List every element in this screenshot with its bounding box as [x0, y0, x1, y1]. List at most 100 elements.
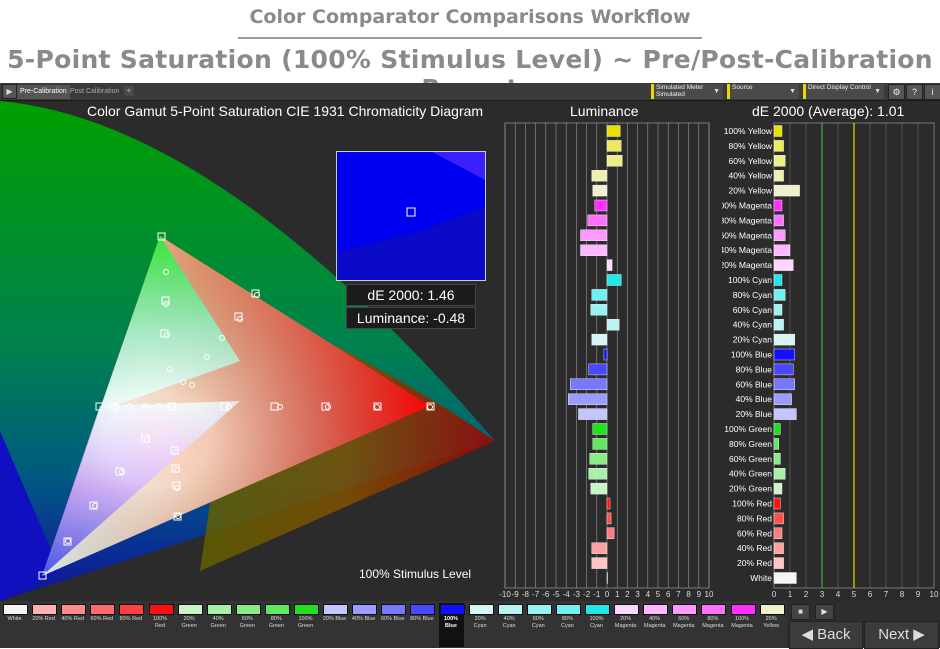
zoom-inset	[336, 151, 486, 281]
luminance-bar-20pct-magenta	[606, 259, 613, 271]
luminance-tick-label: -2	[583, 590, 591, 599]
de-category-label: 60% Cyan	[733, 305, 772, 315]
luminance-tick-label: -3	[573, 590, 581, 599]
patch-swatch-40pct-magenta[interactable]: 40% Magenta	[642, 603, 669, 647]
de-tick-label: 5	[852, 590, 857, 599]
luminance-bar-100pct-green	[592, 423, 608, 435]
tab-post-calibration[interactable]: Post Calibration	[70, 88, 120, 95]
de-tick-label: 7	[884, 590, 889, 599]
patch-swatch-40pct-cyan[interactable]: 40% Cyan	[497, 603, 523, 647]
patch-swatch-40pct-green[interactable]: 40% Green	[206, 603, 232, 647]
back-button[interactable]: ◀ Back	[789, 621, 863, 649]
de2000-chart: dE 2000 (Average): 1.01 0 1 2 3 4 5 6 7 8 9 10 100%…	[715, 101, 940, 601]
patch-swatch-20pct-red[interactable]: 20% Red	[31, 603, 58, 647]
luminance-bar-40pct-blue	[568, 393, 608, 405]
info-button[interactable]: i	[924, 84, 940, 100]
patch-swatch-20pct-cyan[interactable]: 20% Cyan	[468, 603, 494, 647]
add-tab-icon[interactable]: +	[124, 86, 134, 96]
settings-button[interactable]: ⚙	[888, 84, 905, 100]
swatch-color-chip	[32, 604, 58, 615]
de-category-label: 100% Red	[732, 499, 772, 509]
patch-swatch-100pct-green[interactable]: 100% Green	[293, 603, 319, 647]
luminance-tick-label: -1	[593, 590, 601, 599]
patch-swatch-100pct-magenta[interactable]: 100% Magenta	[730, 603, 756, 647]
de-category-label: 80% Red	[737, 513, 772, 523]
patch-swatch-80pct-magenta[interactable]: 80% Magenta	[700, 603, 727, 647]
swatch-label: 40% Blue	[351, 616, 376, 622]
swatch-color-chip	[497, 604, 523, 615]
patch-swatch-20pct-blue[interactable]: 20% Blue	[322, 603, 349, 647]
de-bar-80pct-cyan	[773, 289, 786, 301]
de-category-label: 60% Red	[737, 528, 772, 538]
title-divider	[238, 37, 702, 39]
de-bar-100pct-yellow	[773, 125, 783, 137]
patch-swatch-100pct-red[interactable]: 100% Red	[148, 603, 174, 647]
swatch-label: 40% Red	[61, 616, 84, 622]
de-category-label: 100% Blue	[731, 350, 772, 360]
swatch-color-chip	[90, 604, 116, 615]
patch-swatch-80pct-cyan[interactable]: 80% Cyan	[555, 603, 581, 647]
playback-controls: ■ ▶ ◀ Back Next ▶	[787, 601, 940, 649]
expand-arrow-icon[interactable]: ▶	[2, 84, 17, 99]
stimulus-level-label: 100% Stimulus Level	[359, 567, 472, 581]
next-button[interactable]: Next ▶	[864, 621, 939, 649]
swatch-label: 60% Red	[90, 616, 114, 622]
chevron-down-icon: ▼	[789, 88, 796, 95]
patch-swatch-80pct-green[interactable]: 80% Green	[264, 603, 290, 647]
source-dropdown[interactable]: Source ▼	[727, 84, 799, 99]
patch-swatch-60pct-magenta[interactable]: 60% Magenta	[671, 603, 698, 647]
patch-swatch-100pct-cyan[interactable]: 100% Cyan	[584, 603, 610, 647]
patch-swatch-white[interactable]: White	[2, 603, 28, 647]
luminance-tick-label: -9	[512, 590, 520, 599]
swatch-color-chip	[585, 604, 610, 615]
stop-button[interactable]: ■	[791, 604, 810, 620]
swatch-color-chip	[119, 604, 145, 615]
de-category-label: 80% Green	[729, 439, 772, 449]
display-control-dropdown[interactable]: Direct Display Control ▼	[803, 84, 884, 99]
display-control-label: Direct Display Control	[808, 84, 871, 91]
help-button[interactable]: ?	[906, 84, 923, 100]
luminance-bar-100pct-magenta	[594, 199, 608, 212]
de-category-label: 40% Blue	[736, 394, 773, 404]
de-category-label: 20% Blue	[736, 409, 773, 419]
swatch-label: 100% Blue	[443, 616, 459, 629]
patch-swatch-60pct-red[interactable]: 60% Red	[89, 603, 116, 647]
tab-pre-calibration[interactable]: Pre-Calibration	[17, 85, 70, 99]
de2000-title: dE 2000 (Average): 1.01	[752, 103, 905, 119]
swatch-color-chip	[672, 604, 698, 615]
swatch-color-chip	[177, 604, 203, 615]
patch-swatch-40pct-blue[interactable]: 40% Blue	[351, 603, 378, 647]
patch-swatch-20pct-yellow[interactable]: 20% Yellow	[759, 603, 785, 647]
patch-swatch-60pct-green[interactable]: 60% Green	[235, 603, 261, 647]
patch-swatch-80pct-blue[interactable]: 80% Blue	[409, 603, 436, 647]
swatch-color-chip	[759, 604, 785, 615]
de-bar-80pct-magenta	[773, 214, 784, 227]
patch-swatch-20pct-magenta[interactable]: 20% Magenta	[613, 603, 640, 647]
meter-dropdown[interactable]: Simulated Meter Simulated ▼	[651, 84, 723, 99]
de-bar-40pct-blue	[773, 393, 792, 405]
play-button[interactable]: ▶	[815, 604, 834, 620]
workflow-title: Color Comparator Comparisons Workflow	[249, 6, 691, 28]
swatch-color-chip	[235, 604, 261, 615]
patch-swatch-80pct-red[interactable]: 80% Red	[118, 603, 145, 647]
chevron-down-icon: ▼	[713, 88, 720, 95]
de-bar-100pct-magenta	[773, 199, 783, 212]
swatch-color-chip	[468, 604, 494, 615]
swatch-color-chip	[264, 604, 290, 615]
swatch-label: 20% Yellow	[763, 616, 779, 629]
patch-swatch-60pct-cyan[interactable]: 60% Cyan	[526, 603, 552, 647]
patch-swatch-100pct-blue[interactable]: 100% Blue	[438, 603, 465, 647]
patch-swatch-40pct-red[interactable]: 40% Red	[60, 603, 87, 647]
de-category-label: White	[750, 573, 772, 583]
de-category-label: 40% Yellow	[729, 171, 773, 181]
de-bar-80pct-red	[773, 512, 784, 525]
patch-swatch-20pct-green[interactable]: 20% Green	[177, 603, 203, 647]
de-bar-60pct-magenta	[773, 229, 786, 242]
de-bar-20pct-yellow	[773, 184, 800, 197]
patch-swatch-60pct-blue[interactable]: 60% Blue	[380, 603, 407, 647]
de-category-label: 20% Cyan	[733, 335, 772, 345]
luminance-bar-60pct-green	[589, 453, 608, 465]
de-category-label: 80% Cyan	[733, 290, 772, 300]
de-category-label: 40% Green	[729, 469, 772, 479]
swatch-color-chip	[526, 604, 552, 615]
